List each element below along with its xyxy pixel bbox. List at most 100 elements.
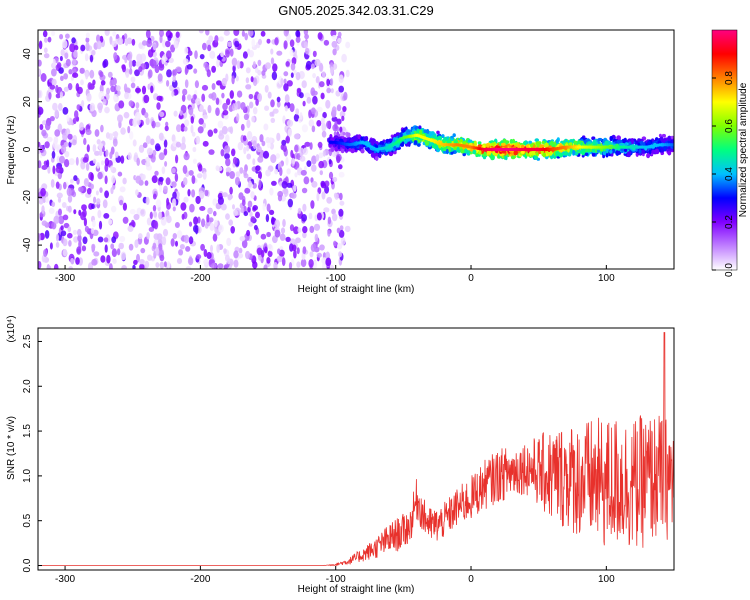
spectrogram-cell [567, 147, 570, 153]
spectrogram-cell [327, 216, 332, 225]
spectrogram-cell [159, 261, 165, 269]
spectrogram-cell [100, 160, 105, 166]
spectrogram-cell [243, 113, 249, 121]
spectrogram-cell [163, 185, 168, 193]
spectrogram-cell [145, 135, 151, 145]
spectrogram-cell [132, 264, 136, 269]
spectrogram-cell [306, 96, 312, 104]
spectrogram-cell [593, 141, 596, 147]
spectrogram-cell [71, 37, 76, 44]
spectrogram-cell [648, 149, 652, 155]
spectrogram-cell [261, 70, 266, 76]
spectrogram-cell [92, 79, 96, 86]
spectrogram-cell [277, 248, 281, 255]
spectrogram-cell [287, 198, 293, 208]
spectrogram-cell [111, 248, 117, 258]
spectrogram-cell [110, 165, 114, 171]
spectrogram-cell [501, 142, 506, 146]
spectrogram-cell [225, 98, 231, 106]
spectrogram-cell [173, 40, 179, 49]
spectrogram-cell [186, 64, 193, 70]
spectrogram-cell [59, 34, 64, 40]
spectrogram-cell [581, 150, 586, 156]
spectrogram-cell [162, 228, 169, 237]
spectrogram-cell [572, 149, 576, 156]
spectrogram-cell [77, 228, 82, 237]
spectrogram-cell [293, 133, 300, 140]
spectrogram-cell [60, 75, 64, 82]
spectrogram-cell [269, 111, 274, 117]
spectrogram-cell [235, 75, 239, 82]
spectrogram-cell [262, 150, 270, 159]
spectrogram-cell [85, 162, 90, 171]
spectrogram-cell [68, 266, 73, 269]
spectrogram-cell [56, 146, 60, 153]
spectrogram-cell [475, 153, 479, 158]
spectrogram-cell [346, 132, 351, 138]
spectrogram-cell [64, 52, 69, 59]
spectrogram-cell [99, 71, 104, 78]
spectrogram-cell [115, 85, 121, 91]
spectrogram-cell [340, 237, 346, 246]
spectrogram-cell [297, 227, 302, 233]
spectrogram-cell [38, 68, 41, 76]
spectrogram-cell [202, 171, 207, 180]
spectrogram-cell [103, 213, 110, 219]
spectrogram-cell [174, 173, 179, 182]
spectrogram-cell [96, 34, 101, 43]
spectrogram-cell [163, 261, 167, 268]
spectrogram-cell [221, 92, 225, 99]
spectrogram-cell [563, 152, 568, 156]
spectrogram-cell [232, 204, 235, 210]
spectrogram-cell [311, 155, 317, 165]
spectrogram-cell [350, 148, 355, 154]
spectrogram-cell [49, 116, 55, 122]
spectrogram-cell [65, 128, 71, 136]
spectrogram-cell [158, 176, 164, 182]
spectrogram-cell [329, 264, 334, 269]
spectrogram-cell [456, 147, 460, 152]
spectrogram-cell [63, 181, 67, 190]
spectrogram-cell [286, 119, 294, 127]
spectrogram-cell [292, 158, 296, 165]
spectrogram-cell [117, 90, 121, 96]
spectrogram-cell [266, 257, 271, 264]
spectrogram-cell [242, 199, 246, 207]
spectrogram-cell [339, 225, 344, 231]
spectrogram-cell [201, 218, 206, 228]
spectrogram-cell [96, 198, 101, 205]
spectrogram-cell [122, 177, 127, 185]
spectrogram-cell [225, 213, 230, 220]
spectrogram-cell [319, 244, 325, 251]
spectrogram-cell [674, 144, 679, 148]
spectrogram-cell [45, 122, 51, 131]
spectrogram-cell [76, 246, 82, 255]
spectrogram-cell [44, 37, 48, 43]
spectrogram-cell [667, 150, 672, 156]
spectrogram-cell [521, 144, 525, 149]
spectrogram-cell [72, 229, 78, 235]
spectrogram-cell [269, 209, 275, 215]
spectrogram-cell [270, 117, 276, 123]
spectrogram-cell [51, 201, 56, 208]
spectrogram-cell [308, 259, 314, 268]
spectrogram-cell [200, 243, 206, 251]
spectrogram-cell [127, 125, 131, 134]
spectrogram-cell [154, 65, 160, 74]
spectrogram-cell [152, 193, 157, 200]
spectrogram-cell [85, 32, 90, 39]
spectrogram-cell [68, 240, 72, 247]
spectrogram-cell [81, 245, 87, 252]
spectrogram-cell [331, 40, 338, 48]
spectrogram-cell [411, 136, 415, 141]
snr-x-ticks: -300 -200 -100 0 100 [55, 566, 615, 585]
spectrogram-cell [238, 247, 243, 254]
spectrogram-cell [175, 31, 180, 38]
spectrogram-cell [513, 150, 518, 156]
snr-series-line [38, 332, 674, 567]
spectrogram-cell [267, 91, 272, 99]
spectrogram-cell [246, 130, 253, 140]
spectrogram-cell [187, 50, 193, 56]
